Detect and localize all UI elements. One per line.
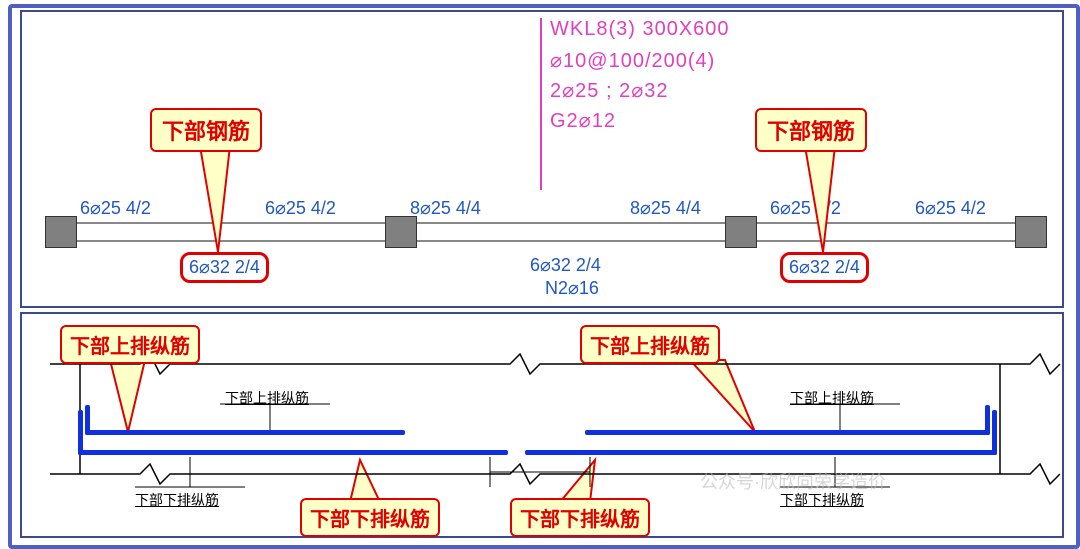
rebar-lower-row: [525, 450, 997, 455]
rebar-upper-row: [585, 430, 990, 435]
callout-bottom-rebar: 下部钢筋: [150, 108, 262, 152]
small-label-lower-row: 下部下排纵筋: [135, 490, 219, 510]
callout-upper-row: 下部上排纵筋: [60, 325, 200, 364]
rebar-lower-row: [78, 450, 508, 455]
small-label-upper-row: 下部上排纵筋: [790, 388, 874, 408]
watermark: 公众号·欣欣向荣学造价: [700, 468, 886, 494]
callout-lower-row: 下部下排纵筋: [300, 498, 440, 537]
callout-upper-row: 下部上排纵筋: [580, 325, 720, 364]
callout-lower-row: 下部下排纵筋: [510, 498, 650, 537]
small-label-upper-row: 下部上排纵筋: [225, 388, 309, 408]
rebar-hook: [78, 410, 83, 455]
rebar-hook: [985, 405, 990, 435]
callout-bottom-rebar: 下部钢筋: [755, 108, 867, 152]
rebar-upper-row: [85, 430, 405, 435]
rebar-hook: [992, 410, 997, 455]
